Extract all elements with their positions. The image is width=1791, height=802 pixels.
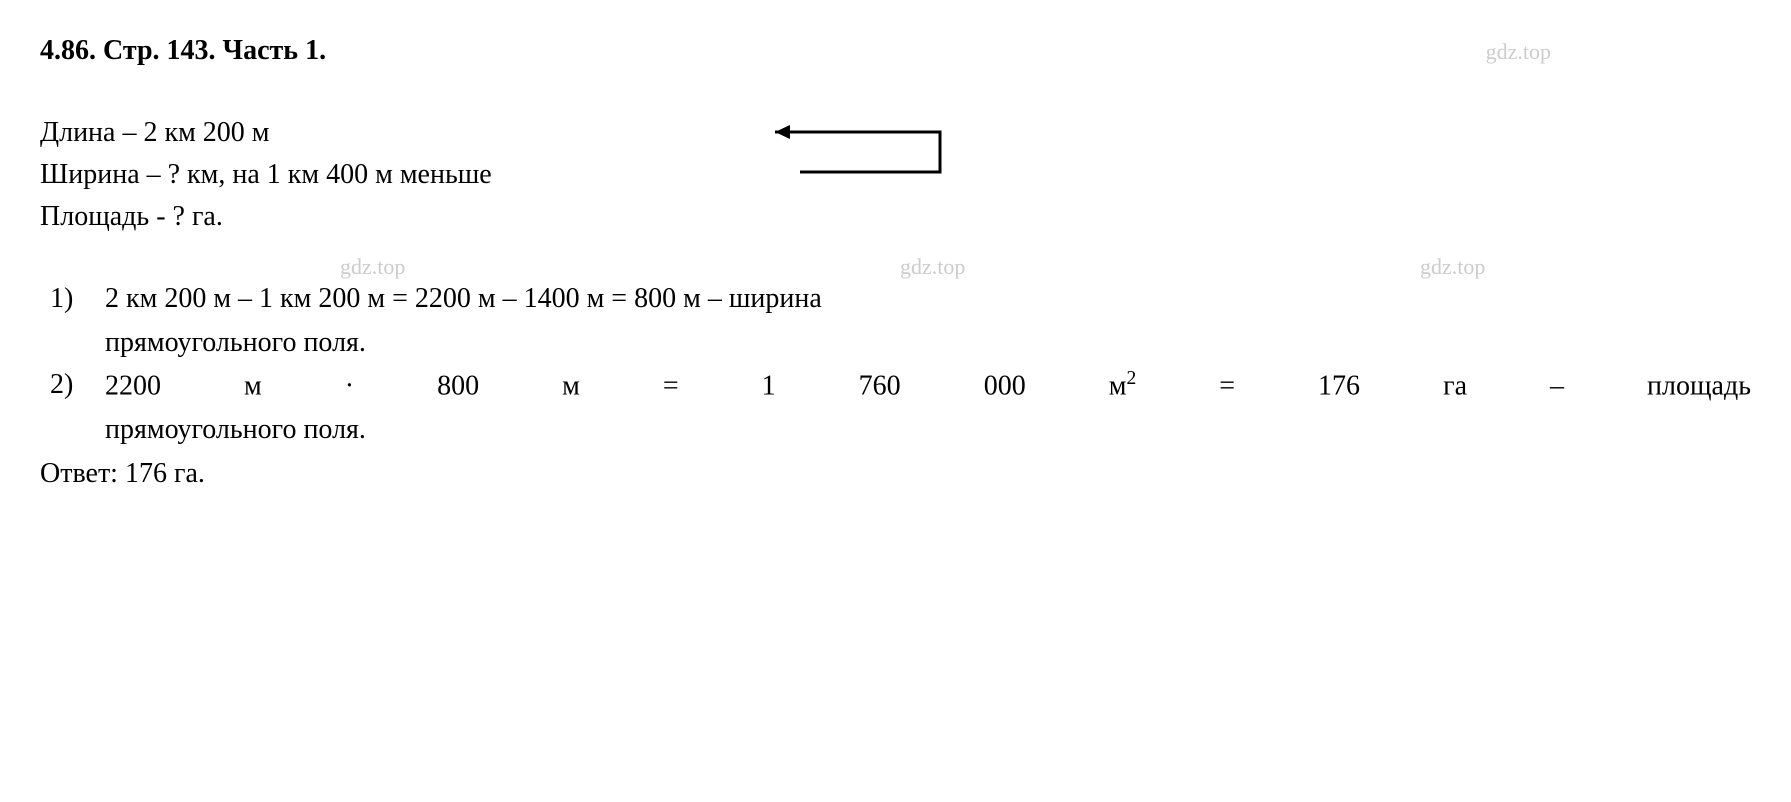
solution-section: gdz.top gdz.top gdz.top 1) 2 км 200 м – … — [40, 278, 1751, 495]
problem-number: 4.86. — [40, 35, 96, 66]
solution-text-2-pre: 2200 м · 800 м = 1 760 000 м — [105, 370, 1126, 401]
solution-text-1: 2 км 200 м – 1 км 200 м = 2200 м – 1400 … — [105, 278, 1751, 320]
reference-arrow — [760, 117, 960, 187]
given-area: Площадь - ? га. — [40, 196, 1751, 238]
arrow-icon — [760, 117, 960, 187]
superscript-2: 2 — [1126, 368, 1136, 389]
watermark-2: gdz.top — [900, 250, 965, 283]
solution-number-2: 2) — [40, 364, 105, 406]
header-watermark: gdz.top — [1486, 35, 1551, 68]
problem-header: 4.86. Стр. 143. Часть 1. gdz.top — [40, 30, 1751, 72]
solution-continuation-2: прямоугольного поля. — [40, 409, 1751, 451]
answer-line: Ответ: 176 га. — [40, 453, 1751, 495]
part-label: Часть 1. — [223, 35, 327, 66]
page-label: Стр. 143. — [103, 35, 216, 66]
watermark-1: gdz.top — [340, 250, 405, 283]
solution-item-1: 1) 2 км 200 м – 1 км 200 м = 2200 м – 14… — [40, 278, 1751, 320]
watermark-3: gdz.top — [1420, 250, 1485, 283]
solution-number-1: 1) — [40, 278, 105, 320]
solution-item-2: 2) 2200 м · 800 м = 1 760 000 м2 = 176 г… — [40, 364, 1751, 407]
solution-text-2: 2200 м · 800 м = 1 760 000 м2 = 176 га –… — [105, 364, 1751, 407]
solution-text-2-post: = 176 га – площадь — [1136, 370, 1751, 401]
given-section: Длина – 2 км 200 м Ширина – ? км, на 1 к… — [40, 112, 1751, 238]
solution-continuation-1: прямоугольного поля. — [40, 322, 1751, 364]
